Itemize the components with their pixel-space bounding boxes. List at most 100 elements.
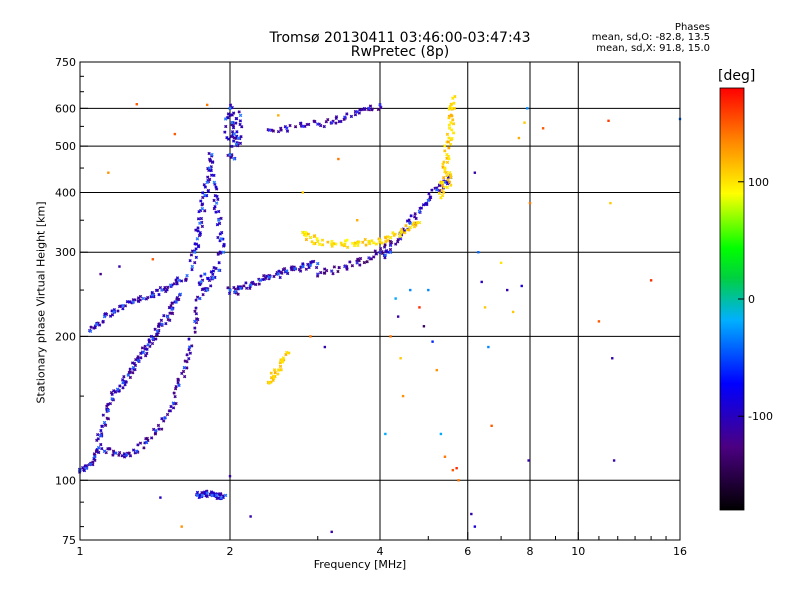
trace-point xyxy=(205,491,209,495)
trace-point xyxy=(160,417,164,421)
trace-point xyxy=(452,101,456,105)
trace-point xyxy=(216,252,220,256)
y-tick-label: 100 xyxy=(55,474,76,487)
scatter-point xyxy=(301,191,305,194)
trace-point xyxy=(445,132,450,136)
trace-point xyxy=(278,364,283,369)
trace-point xyxy=(372,255,376,259)
trace-point xyxy=(196,229,200,233)
scatter-point xyxy=(505,288,509,292)
trace-point xyxy=(447,170,452,175)
trace-point xyxy=(238,119,243,123)
trace-point xyxy=(168,283,173,287)
trace-point xyxy=(280,358,285,363)
trace-point xyxy=(185,353,189,357)
trace-point xyxy=(308,235,313,240)
scatter-point xyxy=(609,201,612,205)
trace-point xyxy=(227,291,232,296)
trace-point xyxy=(103,311,108,316)
trace-point xyxy=(258,278,263,283)
trace-point xyxy=(293,125,298,129)
trace-point xyxy=(443,144,447,148)
trace-point xyxy=(141,350,146,355)
trace-point xyxy=(315,122,320,126)
trace-point xyxy=(203,193,207,197)
trace-point xyxy=(447,180,452,184)
trace-point xyxy=(337,265,341,270)
trace-point xyxy=(314,265,319,270)
trace-point xyxy=(279,128,283,132)
trace-point xyxy=(99,442,103,447)
stats-line-o: mean, sd,O: -82.8, 13.5 xyxy=(591,32,710,43)
trace-point xyxy=(214,210,218,214)
trace-point xyxy=(219,495,223,500)
trace-point xyxy=(376,107,380,112)
trace-point xyxy=(181,369,186,374)
trace-point xyxy=(214,185,218,189)
trace-point xyxy=(200,493,205,498)
trace-point xyxy=(212,198,216,203)
trace-point xyxy=(317,242,322,246)
scatter-point xyxy=(439,432,443,436)
trace-point xyxy=(128,370,132,374)
trace-point xyxy=(391,231,395,235)
trace-point xyxy=(441,180,445,185)
trace-point xyxy=(442,160,446,164)
trace-point xyxy=(315,237,319,241)
trace-point xyxy=(200,224,205,229)
trace-point xyxy=(365,260,369,264)
trace-point xyxy=(378,103,382,107)
trace-point xyxy=(230,144,234,149)
trace-point xyxy=(301,262,305,266)
trace-point xyxy=(440,188,444,193)
trace-point xyxy=(100,446,104,451)
trace-point xyxy=(279,368,283,372)
trace-point xyxy=(319,270,323,275)
trace-point xyxy=(194,298,198,302)
trace-point xyxy=(398,230,403,235)
scatter-point xyxy=(228,474,232,478)
trace-point xyxy=(198,296,202,301)
trace-point xyxy=(207,177,212,182)
trace-point xyxy=(121,303,125,308)
trace-point xyxy=(367,239,371,244)
trace-point xyxy=(92,452,97,456)
scatter-point xyxy=(526,107,529,110)
scatter-point xyxy=(511,310,515,314)
trace-point xyxy=(236,136,241,140)
trace-point xyxy=(194,255,198,260)
trace-point xyxy=(196,226,200,230)
trace-point xyxy=(362,106,367,111)
trace-point xyxy=(163,416,167,420)
trace-point xyxy=(437,191,442,196)
scatter-point xyxy=(427,288,430,292)
trace-point xyxy=(312,119,316,123)
trace-point xyxy=(447,157,451,161)
trace-point xyxy=(217,221,222,226)
scatter-point xyxy=(384,432,387,436)
trace-point xyxy=(205,180,209,185)
trace-point xyxy=(374,252,379,256)
trace-point xyxy=(339,241,343,245)
trace-point xyxy=(159,318,164,322)
chart-subtitle: RwPretec (8p) xyxy=(350,44,450,60)
trace-point xyxy=(128,300,132,304)
trace-point xyxy=(276,372,280,376)
trace-point xyxy=(285,126,289,131)
trace-point xyxy=(315,261,320,266)
scatter-point xyxy=(517,136,521,140)
trace-point xyxy=(96,445,101,450)
trace-point xyxy=(374,242,379,246)
trace-point xyxy=(160,322,164,327)
trace-point xyxy=(345,238,349,242)
scatter-point xyxy=(435,368,438,372)
trace-point xyxy=(113,390,118,394)
trace-point xyxy=(449,120,453,125)
trace-point xyxy=(111,453,115,457)
trace-point xyxy=(403,231,407,235)
trace-point xyxy=(203,185,208,189)
trace-point xyxy=(155,329,160,334)
y-tick-label: 400 xyxy=(55,186,76,199)
trace-point xyxy=(384,239,388,244)
trace-point xyxy=(138,441,143,445)
